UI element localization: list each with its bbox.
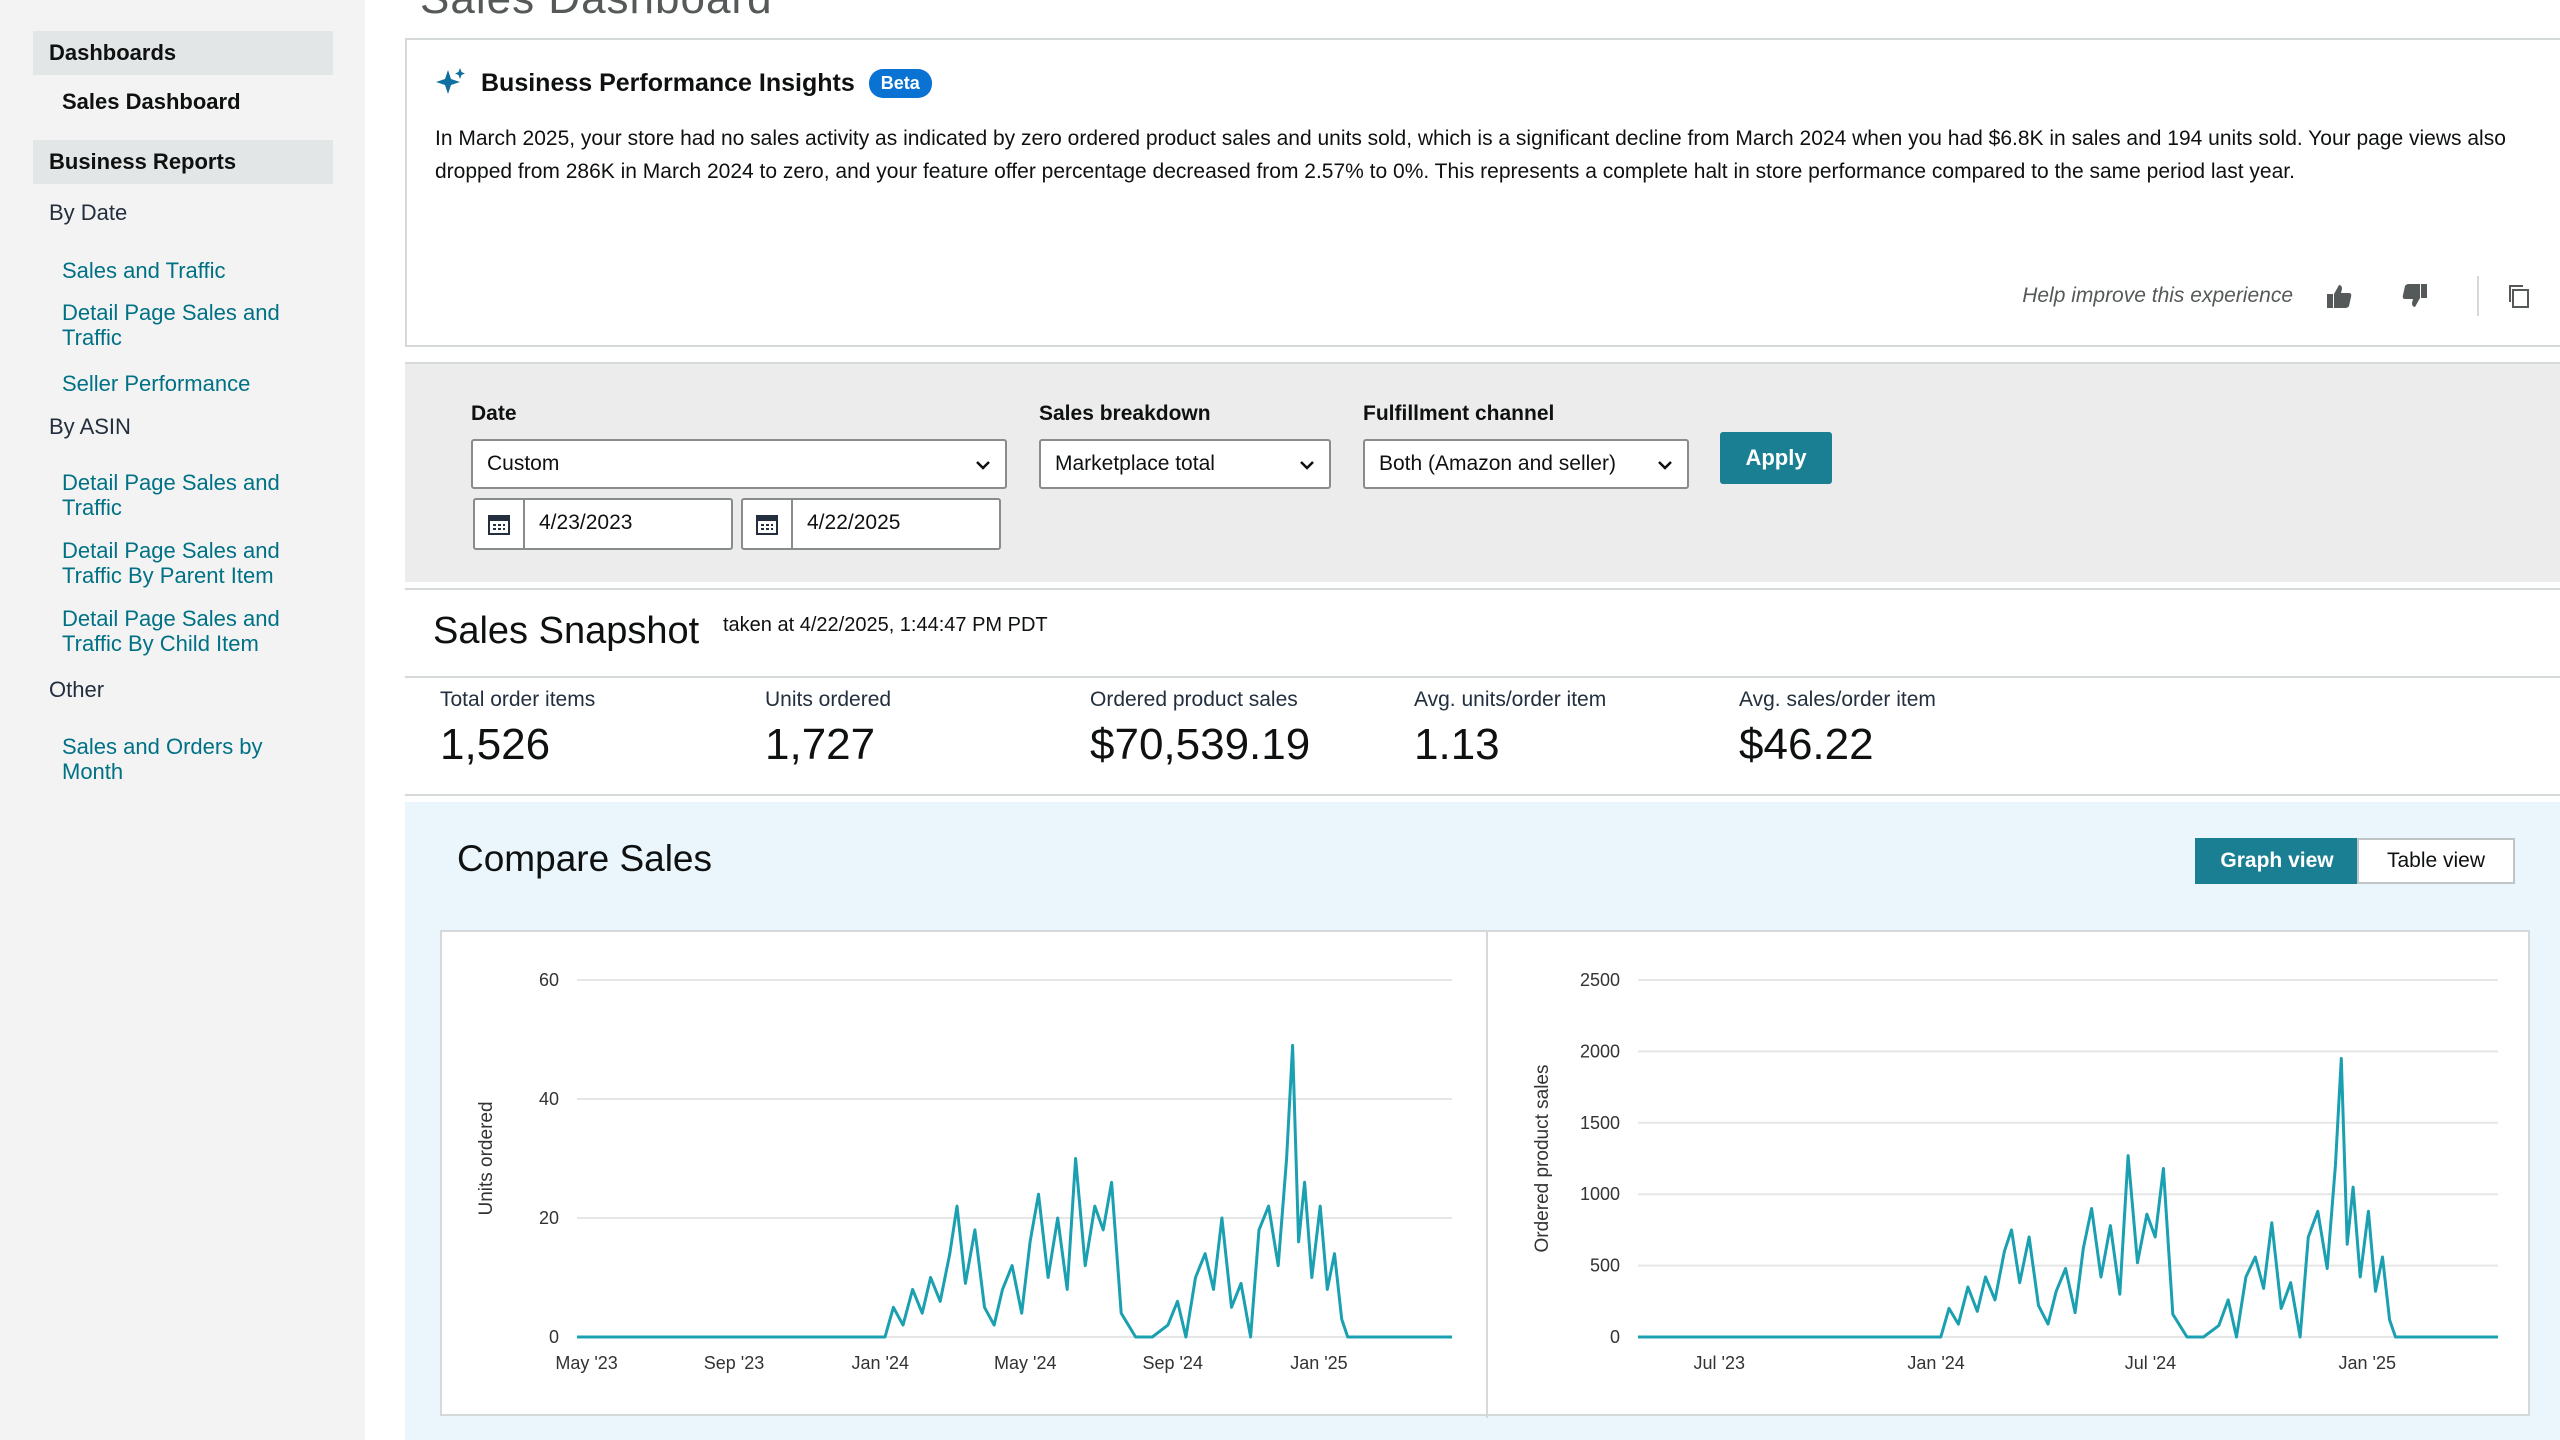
- copy-icon[interactable]: [2505, 282, 2533, 310]
- feedback-bar: Help improve this experience: [2022, 276, 2533, 316]
- page-title: Sales Dashboard: [420, 0, 773, 24]
- date-range-select[interactable]: Custom: [471, 439, 1007, 489]
- sidebar-item-seller-performance[interactable]: Seller Performance: [62, 371, 251, 396]
- chevron-down-icon: [1300, 461, 1314, 470]
- table-view-button[interactable]: Table view: [2357, 838, 2515, 884]
- chart-divider: [1486, 932, 1488, 1418]
- fulfillment-channel-label: Fulfillment channel: [1363, 402, 1555, 425]
- metric-label: Units ordered: [765, 688, 892, 711]
- y-tick-label: 2000: [1580, 1041, 1620, 1061]
- date-range-value: Custom: [487, 452, 560, 475]
- sales-breakdown-value: Marketplace total: [1055, 452, 1215, 475]
- sidebar-header-business-reports: Business Reports: [33, 140, 333, 184]
- feedback-divider: [2477, 276, 2479, 316]
- sidebar-item-sales-and-traffic[interactable]: Sales and Traffic: [62, 258, 226, 283]
- chevron-down-icon: [1658, 461, 1672, 470]
- sidebar-item-detail-page-sales-traffic[interactable]: Detail Page Sales and Traffic: [62, 300, 280, 350]
- x-tick-label: Jan '24: [852, 1353, 909, 1373]
- apply-button[interactable]: Apply: [1720, 432, 1832, 484]
- y-tick-label: 1000: [1580, 1184, 1620, 1204]
- graph-view-button[interactable]: Graph view: [2195, 838, 2359, 884]
- metric-value: 1,526: [440, 720, 551, 769]
- sidebar-group-by-asin: By ASIN: [49, 414, 131, 439]
- metric-label: Avg. sales/order item: [1739, 688, 1936, 711]
- sales-snapshot-title: Sales Snapshot: [433, 610, 700, 652]
- y-tick-label: 1500: [1580, 1113, 1620, 1133]
- y-tick-label: 40: [539, 1089, 559, 1109]
- snapshot-timestamp: taken at 4/22/2025, 1:44:47 PM PDT: [723, 614, 1048, 636]
- x-tick-label: May '23: [555, 1353, 617, 1373]
- x-tick-label: May '24: [994, 1353, 1056, 1373]
- y-tick-label: 500: [1590, 1256, 1620, 1276]
- start-date-input[interactable]: 4/23/2023: [473, 498, 733, 550]
- fulfillment-channel-value: Both (Amazon and seller): [1379, 452, 1616, 475]
- series-line: [577, 1043, 1452, 1339]
- sidebar-nav: Dashboards Sales Dashboard Business Repo…: [0, 0, 365, 1440]
- metric-avg-units-per-order: Avg. units/order item 1.13: [1414, 688, 1606, 770]
- start-date-value: 4/23/2023: [539, 511, 633, 534]
- calendar-icon[interactable]: [743, 500, 793, 548]
- x-tick-label: Sep '24: [1142, 1353, 1203, 1373]
- calendar-icon[interactable]: [475, 500, 525, 548]
- sidebar-item-asin-detail-page[interactable]: Detail Page Sales and Traffic: [62, 470, 280, 520]
- metric-units-ordered: Units ordered 1,727: [765, 688, 891, 770]
- x-tick-label: Jan '25: [2338, 1353, 2395, 1373]
- sidebar-item-asin-child[interactable]: Detail Page Sales and Traffic By Child I…: [62, 606, 280, 656]
- metric-label: Ordered product sales: [1090, 688, 1298, 711]
- thumbs-down-icon[interactable]: [2401, 282, 2429, 310]
- date-label: Date: [471, 402, 517, 425]
- sidebar-header-dashboards: Dashboards: [33, 31, 333, 75]
- fulfillment-channel-select[interactable]: Both (Amazon and seller): [1363, 439, 1689, 489]
- sidebar-item-asin-parent[interactable]: Detail Page Sales and Traffic By Parent …: [62, 538, 280, 588]
- sales-breakdown-label: Sales breakdown: [1039, 402, 1211, 425]
- metric-total-order-items: Total order items 1,526: [440, 688, 595, 770]
- metric-value: $70,539.19: [1090, 720, 1311, 769]
- metric-avg-sales-per-order: Avg. sales/order item $46.22: [1739, 688, 1936, 770]
- series-line: [1638, 1057, 2498, 1339]
- y-tick-label: 0: [1610, 1327, 1620, 1347]
- compare-sales-title: Compare Sales: [457, 838, 713, 879]
- end-date-input[interactable]: 4/22/2025: [741, 498, 1001, 550]
- snapshot-metrics: Total order items 1,526 Units ordered 1,…: [405, 678, 2560, 796]
- insights-header: Business Performance Insights Beta: [433, 66, 932, 100]
- thumbs-up-icon[interactable]: [2325, 282, 2353, 310]
- x-tick-label: Jul '24: [2125, 1353, 2176, 1373]
- x-tick-label: Jan '24: [1907, 1353, 1964, 1373]
- x-tick-label: Sep '23: [704, 1353, 765, 1373]
- sidebar-group-by-date: By Date: [49, 200, 128, 225]
- filter-bar: Date Custom 4/23/2023 4/22/2025 Sales br…: [405, 362, 2560, 582]
- help-improve-text: Help improve this experience: [2022, 284, 2293, 307]
- sales-breakdown-select[interactable]: Marketplace total: [1039, 439, 1331, 489]
- y-tick-label: 20: [539, 1208, 559, 1228]
- metric-value: 1,727: [765, 720, 876, 769]
- sidebar-item-sales-orders-month[interactable]: Sales and Orders by Month: [62, 734, 263, 784]
- beta-badge: Beta: [868, 68, 932, 98]
- y-axis-label: Ordered product sales: [1532, 1065, 1553, 1253]
- units-ordered-chart: 0 20 40 60 May '23 Sep '23 Jan '24 May '24 Sep '…: [476, 970, 1452, 1373]
- sidebar-item-sales-dashboard[interactable]: Sales Dashboard: [62, 89, 241, 114]
- charts-container: 0 20 40 60 May '23 Sep '23 Jan '24 May '24 Sep '…: [440, 930, 2530, 1418]
- insights-title: Business Performance Insights: [481, 68, 855, 97]
- compare-sales-section: Compare Sales Graph view Table view 0 20 4…: [405, 802, 2560, 1440]
- insights-text: In March 2025, your store had no sales a…: [435, 127, 2506, 183]
- sales-snapshot-header: Sales Snapshot taken at 4/22/2025, 1:44:…: [405, 588, 2560, 678]
- chevron-down-icon: [976, 461, 990, 470]
- metric-value: $46.22: [1739, 720, 1874, 769]
- x-tick-label: Jan '25: [1290, 1353, 1347, 1373]
- y-tick-label: 0: [549, 1327, 559, 1347]
- metric-ordered-product-sales: Ordered product sales $70,539.19: [1090, 688, 1310, 770]
- sidebar-group-other: Other: [49, 677, 105, 702]
- metric-value: 1.13: [1414, 720, 1500, 769]
- sparkle-icon: [436, 68, 465, 94]
- insights-card: Business Performance Insights Beta In Ma…: [405, 38, 2560, 347]
- end-date-value: 4/22/2025: [807, 511, 901, 534]
- ordered-product-sales-chart: 0 500 1000 1500 2000 2500 Jul '23 Jan '24 Jul '2…: [1532, 970, 2498, 1373]
- y-axis-label: Units ordered: [476, 1101, 497, 1215]
- metric-label: Avg. units/order item: [1414, 688, 1607, 711]
- y-tick-label: 2500: [1580, 970, 1620, 990]
- y-tick-label: 60: [539, 970, 559, 990]
- x-tick-label: Jul '23: [1694, 1353, 1745, 1373]
- metric-label: Total order items: [440, 688, 596, 711]
